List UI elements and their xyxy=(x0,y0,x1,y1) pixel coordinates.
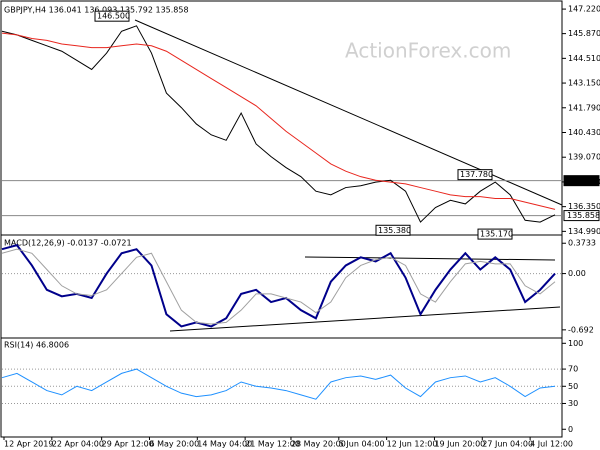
level-box xyxy=(563,175,600,187)
y-tick-label: 136.350 xyxy=(568,202,600,211)
x-tick-label: 4 Jul 12:00 xyxy=(530,440,573,449)
annotation-label: 135.170 xyxy=(480,230,513,239)
x-tick-label: 22 Apr 04:00 xyxy=(52,440,104,449)
series-line xyxy=(1,243,556,328)
y-tick-label: 143.150 xyxy=(568,79,600,88)
y-tick-label: 134.990 xyxy=(568,227,600,236)
series-line xyxy=(1,32,556,210)
panel-title: RSI(14) 46.8006 xyxy=(4,341,69,350)
y-tick-label: 100 xyxy=(568,339,583,348)
y-tick-label: 0 xyxy=(568,425,573,434)
trendline xyxy=(169,306,561,332)
annotation-label: 135.380 xyxy=(378,226,411,235)
trendline xyxy=(304,256,556,261)
y-tick-label: 145.870 xyxy=(568,29,600,38)
x-tick-label: 29 Apr 12:00 xyxy=(102,440,154,449)
x-tick-label: 19 Jun 20:00 xyxy=(434,440,485,449)
x-tick-label: 12 Apr 2019 xyxy=(4,440,53,449)
annotation-box xyxy=(375,224,411,236)
y-tick-label: 140.430 xyxy=(568,128,600,137)
y-tick-label: 144.510 xyxy=(568,54,600,63)
x-tick-label: 5 Jun 04:00 xyxy=(339,440,385,449)
level-label: 137.780 xyxy=(567,176,600,185)
panel-title: GBPJPY,H4 136.041 136.093 135.792 135.85… xyxy=(4,6,189,15)
panel-title: MACD(12,26,9) -0.0137 -0.0721 xyxy=(4,239,132,248)
level-label: 135.858 xyxy=(567,211,600,220)
y-tick-label: 141.790 xyxy=(568,103,600,112)
annotation-box xyxy=(477,228,513,240)
annotation-box xyxy=(457,169,493,181)
y-tick-label: 50 xyxy=(568,382,578,391)
plot-frame xyxy=(0,0,563,438)
series-line xyxy=(1,25,556,223)
annotation-label: 146.500 xyxy=(97,12,130,21)
series-line xyxy=(1,368,556,400)
y-tick-label: 0.00 xyxy=(568,269,586,278)
y-tick-label: -0.692 xyxy=(568,325,594,334)
watermark: ActionForex.com xyxy=(345,39,511,63)
y-tick-label: 147.220 xyxy=(568,5,600,14)
x-tick-label: 21 May 12:00 xyxy=(245,440,300,449)
x-tick-label: 6 May 20:00 xyxy=(149,440,199,449)
y-tick-label: 70 xyxy=(568,365,578,374)
level-box xyxy=(563,210,600,222)
x-tick-label: 27 Jun 04:00 xyxy=(482,440,533,449)
annotation-box xyxy=(94,10,130,22)
series-line xyxy=(1,248,556,325)
x-tick-label: 12 Jun 12:00 xyxy=(387,440,438,449)
x-tick-label: 28 May 20:00 xyxy=(291,440,346,449)
annotation-label: 137.780 xyxy=(460,170,493,179)
y-tick-label: 0.3733 xyxy=(568,239,596,248)
x-tick-label: 14 May 04:00 xyxy=(197,440,252,449)
y-tick-label: 30 xyxy=(568,399,578,408)
y-tick-label: 139.070 xyxy=(568,153,600,162)
